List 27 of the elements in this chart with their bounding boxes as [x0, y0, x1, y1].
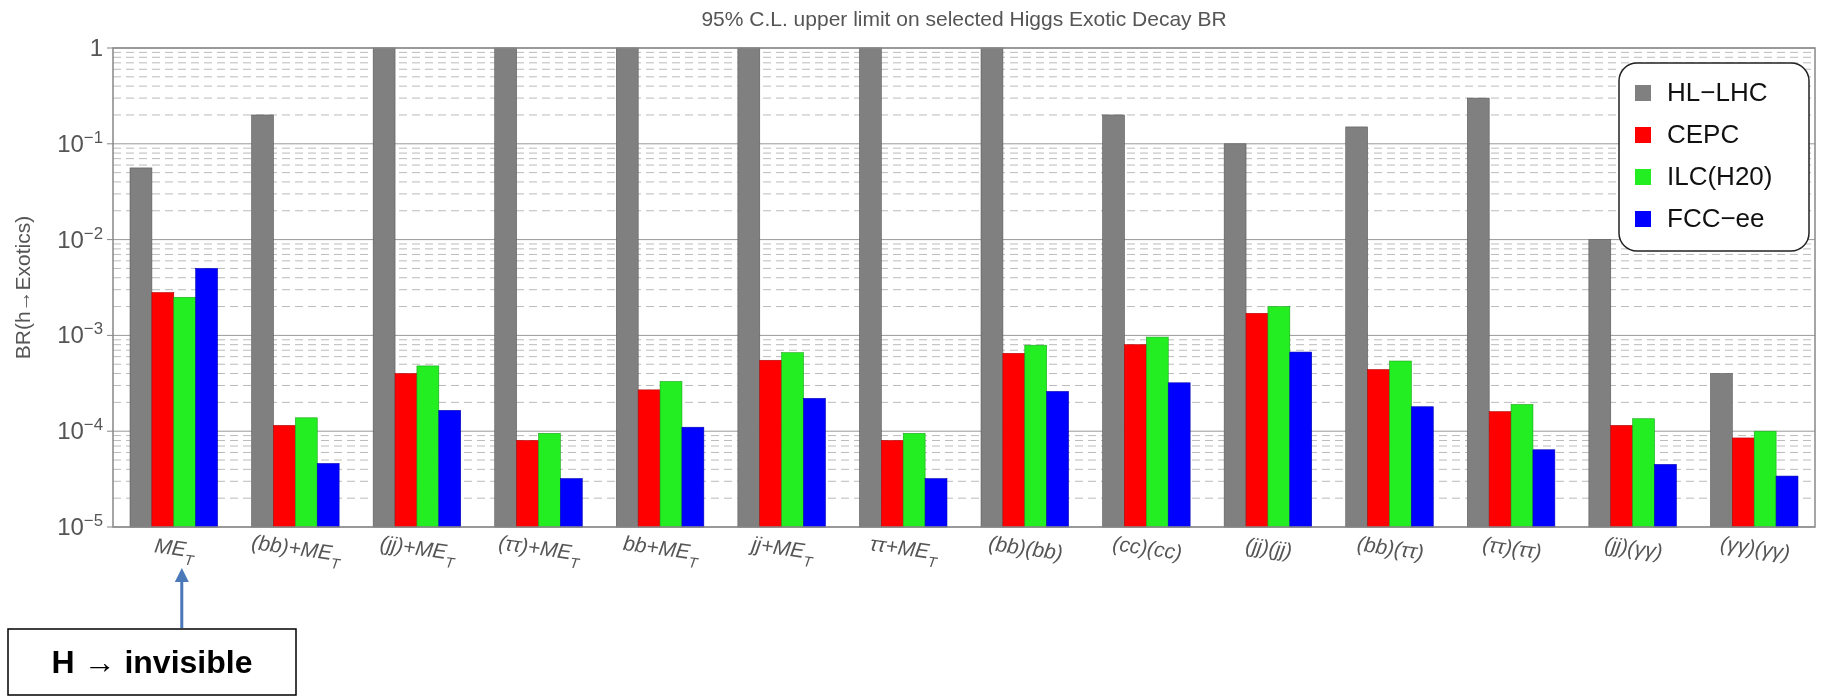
- legend-label: ILC(H20): [1667, 161, 1773, 191]
- x-tick-label: (cc)(cc): [1111, 531, 1184, 564]
- y-tick-label: 10$^{−2}$: [57, 223, 103, 253]
- y-tick-label: 10$^{−1}$: [57, 127, 103, 157]
- y-tick-label: 10$^{−5}$: [57, 510, 103, 540]
- x-tick-label: (γγ)(γγ): [1719, 531, 1792, 564]
- x-tick-label: (bb)+ME$_{T}$: [250, 529, 342, 573]
- x-tick-label: (ττ)+ME$_{T}$: [497, 530, 582, 572]
- x-tick-label: (ττ)(ττ): [1481, 532, 1544, 564]
- legend-label: FCC−ee: [1667, 203, 1765, 233]
- y-tick-label: 10$^{−3}$: [57, 318, 103, 349]
- x-tick-label: bb+ME$_{T}$: [621, 530, 700, 572]
- x-tick-label: (jj)(jj): [1244, 532, 1294, 563]
- text: H → invisible: [51, 644, 253, 680]
- x-tick-label: (bb)(bb): [987, 530, 1065, 565]
- x-tick-label: (jj)+ME$_{T}$: [378, 530, 457, 572]
- y-axis-title: BR(h→Exotics): [11, 215, 34, 360]
- x-tick-label: ττ+ME$_{T}$: [868, 531, 939, 571]
- y-tick-label: 1: [89, 34, 103, 61]
- legend-label: HL−LHC: [1667, 77, 1768, 107]
- legend-label: CEPC: [1667, 119, 1740, 149]
- chart-title: 95% C.L. upper limit on selected Higgs Exotic Decay BR: [701, 7, 1227, 30]
- x-tick-label: (jj)(γγ): [1603, 532, 1665, 564]
- x-tick-label: ME$_{T}$: [153, 533, 196, 569]
- y-tick-label: 10$^{−4}$: [57, 414, 103, 445]
- x-tick-label: jj+ME$_{T}$: [747, 531, 815, 571]
- x-tick-label: (bb)(ττ): [1355, 531, 1426, 564]
